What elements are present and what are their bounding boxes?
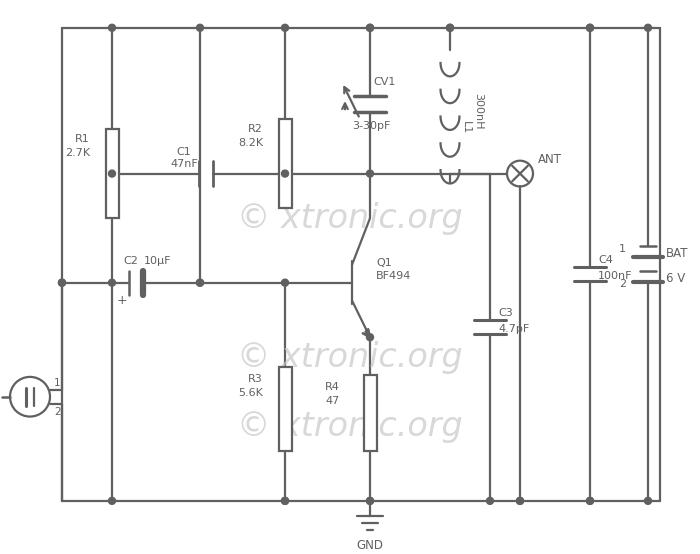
Text: R3: R3	[248, 374, 263, 384]
Text: © xtronic.org: © xtronic.org	[237, 341, 463, 373]
Circle shape	[587, 497, 594, 504]
Circle shape	[108, 279, 116, 286]
Circle shape	[367, 24, 374, 31]
Text: 4.7pF: 4.7pF	[498, 324, 529, 334]
Circle shape	[517, 497, 524, 504]
Circle shape	[645, 24, 652, 31]
Text: 2: 2	[619, 279, 626, 289]
Bar	[279, 119, 291, 208]
Text: L1: L1	[461, 121, 471, 135]
Circle shape	[367, 497, 374, 504]
Circle shape	[281, 24, 288, 31]
Circle shape	[59, 279, 66, 286]
Text: GND: GND	[356, 538, 384, 552]
Text: 100nF: 100nF	[598, 271, 633, 281]
Text: 47nF: 47nF	[170, 158, 198, 168]
Text: 5.6K: 5.6K	[238, 388, 263, 398]
Circle shape	[447, 24, 454, 31]
Circle shape	[587, 497, 594, 504]
Text: C1: C1	[176, 147, 191, 157]
Text: +: +	[117, 294, 127, 307]
Text: R4: R4	[325, 382, 340, 392]
Circle shape	[587, 24, 594, 31]
Circle shape	[587, 24, 594, 31]
Text: C2: C2	[124, 256, 139, 266]
Circle shape	[197, 279, 204, 286]
Circle shape	[367, 497, 374, 504]
Text: BAT: BAT	[666, 248, 689, 260]
Text: © xtronic.org: © xtronic.org	[237, 410, 463, 443]
Circle shape	[367, 24, 374, 31]
Circle shape	[645, 497, 652, 504]
Text: 2: 2	[54, 407, 61, 417]
Bar	[279, 367, 291, 452]
Circle shape	[447, 24, 454, 31]
Circle shape	[281, 497, 288, 504]
Text: 10μF: 10μF	[144, 256, 172, 266]
Circle shape	[108, 24, 116, 31]
Circle shape	[281, 279, 288, 286]
Circle shape	[281, 170, 288, 177]
Circle shape	[197, 24, 204, 31]
Text: 300nH: 300nH	[473, 93, 483, 129]
Text: 8.2K: 8.2K	[238, 138, 263, 148]
Text: BF494: BF494	[376, 271, 412, 281]
Circle shape	[367, 334, 374, 341]
Bar	[106, 129, 118, 218]
Circle shape	[59, 279, 66, 286]
Text: 47: 47	[326, 396, 340, 406]
Circle shape	[367, 170, 374, 177]
Circle shape	[517, 497, 524, 504]
Circle shape	[486, 497, 493, 504]
Text: 6 V: 6 V	[666, 272, 685, 285]
Text: R1: R1	[76, 134, 90, 144]
Text: R2: R2	[248, 124, 263, 134]
Bar	[363, 375, 377, 452]
Circle shape	[108, 497, 116, 504]
Text: C4: C4	[598, 255, 613, 265]
Text: © xtronic.org: © xtronic.org	[237, 202, 463, 235]
Text: ANT: ANT	[538, 153, 562, 166]
Circle shape	[281, 497, 288, 504]
Text: 1: 1	[54, 378, 61, 388]
Text: C3: C3	[498, 309, 512, 319]
Text: 1: 1	[619, 244, 626, 254]
Text: CV1: CV1	[373, 78, 395, 88]
Circle shape	[108, 170, 116, 177]
Circle shape	[197, 279, 204, 286]
Text: 3-30pF: 3-30pF	[352, 121, 391, 131]
Text: Q1: Q1	[376, 258, 392, 268]
Text: 2.7K: 2.7K	[65, 148, 90, 158]
